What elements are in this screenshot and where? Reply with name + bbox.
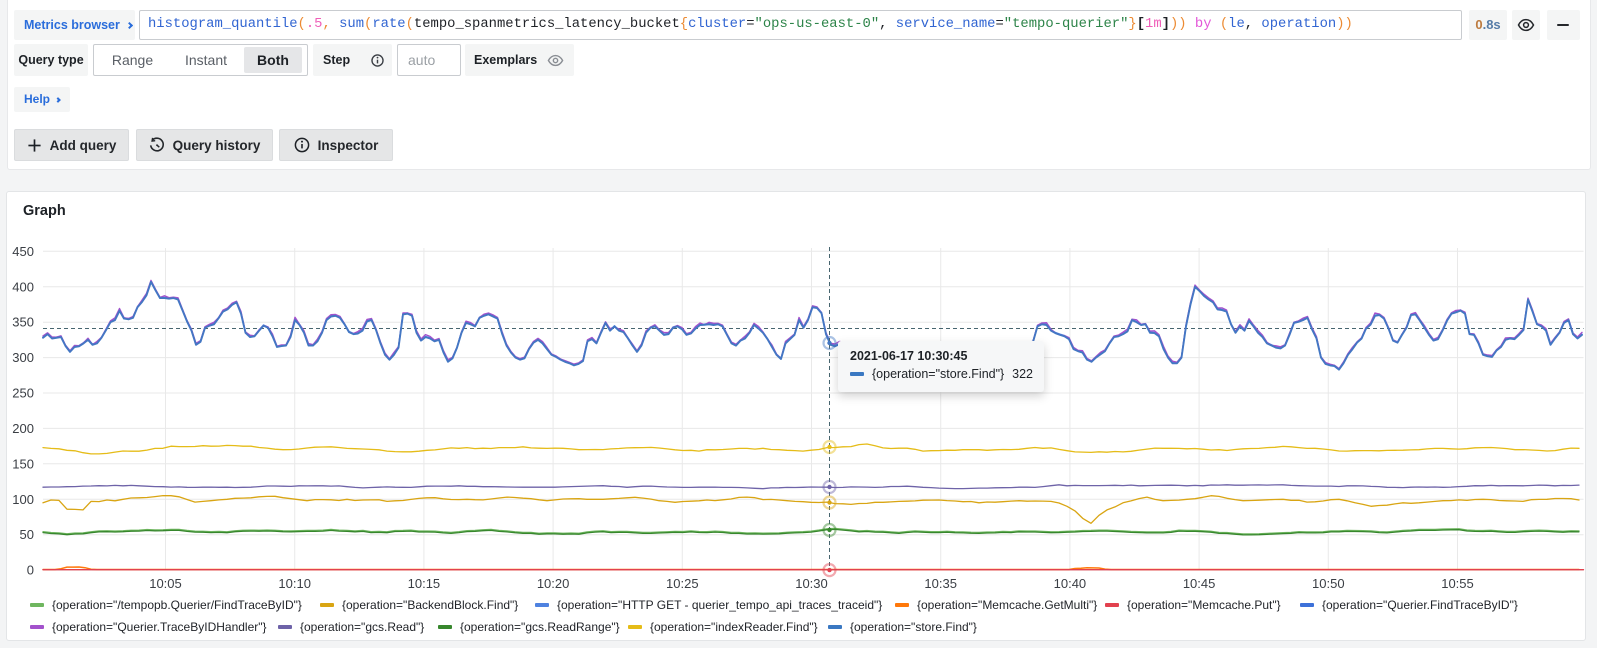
svg-text:10:15: 10:15 xyxy=(408,576,441,591)
svg-text:10:35: 10:35 xyxy=(924,576,957,591)
svg-text:10:50: 10:50 xyxy=(1312,576,1345,591)
svg-text:10:25: 10:25 xyxy=(666,576,699,591)
svg-text:250: 250 xyxy=(12,386,34,401)
svg-text:100: 100 xyxy=(12,492,34,507)
svg-text:10:40: 10:40 xyxy=(1054,576,1087,591)
svg-text:350: 350 xyxy=(12,315,34,330)
svg-text:150: 150 xyxy=(12,456,34,471)
svg-text:200: 200 xyxy=(12,421,34,436)
svg-text:50: 50 xyxy=(20,527,34,542)
svg-text:0: 0 xyxy=(27,563,34,578)
svg-text:10:20: 10:20 xyxy=(537,576,570,591)
svg-text:300: 300 xyxy=(12,350,34,365)
svg-text:10:55: 10:55 xyxy=(1441,576,1474,591)
svg-text:10:30: 10:30 xyxy=(795,576,828,591)
svg-text:400: 400 xyxy=(12,279,34,294)
svg-text:10:05: 10:05 xyxy=(149,576,182,591)
svg-text:450: 450 xyxy=(12,244,34,259)
svg-text:10:45: 10:45 xyxy=(1183,576,1216,591)
svg-text:10:10: 10:10 xyxy=(278,576,311,591)
